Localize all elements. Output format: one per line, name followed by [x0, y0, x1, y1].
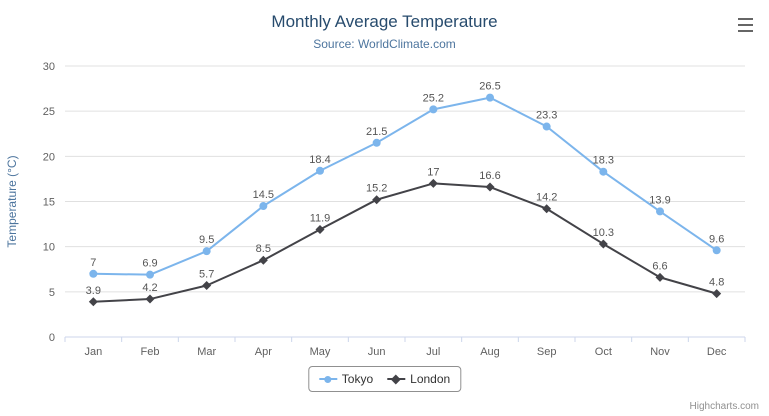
- y-axis-tick-label: 20: [43, 151, 55, 163]
- data-point-london[interactable]: [598, 239, 608, 249]
- x-axis-tick-label: Nov: [650, 346, 670, 358]
- data-label-tokyo: 7: [90, 257, 96, 269]
- legend-label-london: London: [410, 372, 451, 386]
- data-point-tokyo[interactable]: [202, 247, 211, 256]
- data-point-london[interactable]: [145, 294, 155, 304]
- x-axis-tick-label: Sep: [537, 346, 557, 358]
- tokyo-series-marker-icon: [318, 373, 337, 385]
- data-point-london[interactable]: [542, 204, 552, 214]
- chart-title: Monthly Average Temperature: [271, 12, 498, 31]
- y-axis-tick-label: 0: [49, 332, 55, 344]
- data-label-tokyo: 23.3: [536, 110, 557, 122]
- data-label-tokyo: 6.9: [142, 258, 157, 270]
- data-point-tokyo[interactable]: [656, 207, 664, 216]
- legend-item-tokyo[interactable]: Tokyo: [318, 372, 374, 386]
- series-line-tokyo[interactable]: [93, 96, 718, 276]
- highcharts-credit[interactable]: Highcharts.com: [689, 401, 759, 412]
- data-point-london[interactable]: [372, 195, 382, 205]
- hamburger-icon[interactable]: [738, 18, 753, 32]
- x-axis-tick-label: Feb: [141, 346, 160, 358]
- data-label-tokyo: 13.9: [649, 194, 670, 206]
- data-point-tokyo[interactable]: [259, 202, 268, 211]
- y-axis-tick-label: 25: [43, 106, 55, 118]
- x-axis-tick-label: Jul: [426, 346, 440, 358]
- chart-subtitle: Source: WorldClimate.com: [313, 37, 456, 51]
- data-point-tokyo[interactable]: [146, 270, 154, 279]
- data-label-tokyo: 18.4: [309, 154, 330, 166]
- data-label-london: 4.2: [142, 282, 157, 294]
- data-point-tokyo[interactable]: [89, 269, 98, 278]
- data-point-london[interactable]: [258, 255, 268, 265]
- x-axis-tick-label: May: [310, 346, 331, 358]
- legend: Tokyo London: [307, 366, 462, 392]
- data-label-tokyo: 9.6: [709, 233, 724, 245]
- data-label-london: 8.5: [256, 243, 271, 255]
- data-point-tokyo[interactable]: [372, 138, 381, 147]
- x-axis-tick-label: Mar: [197, 346, 216, 358]
- data-label-tokyo: 25.2: [423, 92, 444, 104]
- data-label-tokyo: 18.3: [593, 155, 614, 167]
- data-point-london[interactable]: [655, 272, 665, 282]
- data-point-tokyo[interactable]: [316, 166, 324, 175]
- data-point-tokyo[interactable]: [712, 246, 721, 255]
- data-point-london[interactable]: [428, 178, 438, 188]
- data-label-london: 5.7: [199, 269, 214, 281]
- legend-item-london[interactable]: London: [387, 372, 450, 386]
- london-series-marker-icon: [387, 373, 406, 385]
- data-label-tokyo: 14.5: [253, 189, 274, 201]
- data-label-london: 17: [427, 166, 439, 178]
- data-label-london: 15.2: [366, 183, 387, 195]
- data-label-tokyo: 21.5: [366, 126, 387, 138]
- data-label-london: 3.9: [86, 285, 101, 297]
- y-axis-title: Temperature (°C): [5, 155, 19, 247]
- legend-label-tokyo: Tokyo: [341, 372, 374, 386]
- y-axis-tick-label: 30: [43, 61, 55, 73]
- data-point-london[interactable]: [712, 289, 722, 299]
- data-label-tokyo: 9.5: [199, 234, 214, 246]
- data-point-tokyo[interactable]: [542, 122, 551, 131]
- data-point-tokyo[interactable]: [599, 167, 608, 176]
- data-label-london: 11.9: [310, 213, 331, 225]
- y-axis-tick-label: 5: [49, 287, 55, 299]
- data-label-london: 14.2: [536, 192, 557, 204]
- data-point-london[interactable]: [88, 297, 98, 307]
- data-point-london[interactable]: [485, 182, 495, 192]
- data-label-london: 16.6: [479, 170, 500, 182]
- data-point-tokyo[interactable]: [486, 93, 494, 102]
- data-label-tokyo: 26.5: [479, 81, 500, 93]
- y-axis-tick-label: 15: [43, 197, 55, 209]
- data-label-london: 6.6: [652, 260, 667, 272]
- data-point-tokyo[interactable]: [429, 105, 438, 114]
- data-label-london: 10.3: [593, 227, 614, 239]
- series-line-london[interactable]: [93, 182, 717, 303]
- x-axis-tick-label: Aug: [480, 346, 500, 358]
- data-label-london: 4.8: [709, 277, 724, 289]
- data-point-london[interactable]: [202, 281, 212, 291]
- x-axis-tick-label: Oct: [595, 346, 612, 358]
- y-axis-tick-label: 10: [43, 242, 55, 254]
- x-axis-tick-label: Jan: [84, 346, 102, 358]
- data-point-london[interactable]: [315, 225, 325, 235]
- x-axis-tick-label: Apr: [255, 346, 272, 358]
- x-axis-tick-label: Dec: [707, 346, 727, 358]
- x-axis-tick-label: Jun: [368, 346, 386, 358]
